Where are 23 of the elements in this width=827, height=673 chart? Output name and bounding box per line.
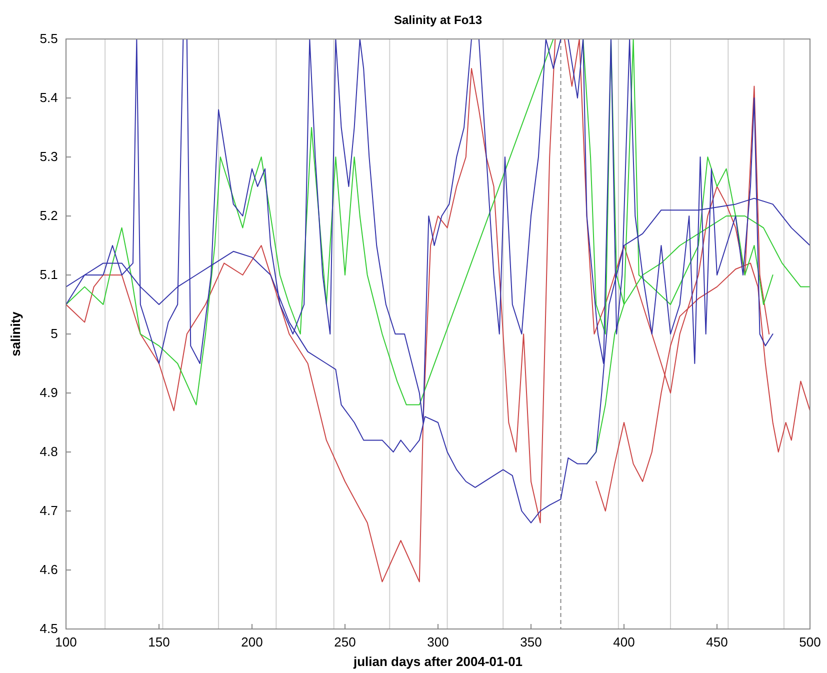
- x-tick-label: 250: [334, 634, 356, 650]
- x-tick-label: 350: [520, 634, 542, 650]
- x-axis-title: julian days after 2004-01-01: [352, 654, 523, 669]
- x-tick-label: 300: [427, 634, 449, 650]
- y-tick-label: 5.4: [40, 90, 58, 106]
- y-tick-label: 5.1: [40, 267, 58, 282]
- x-tick-label: 500: [799, 634, 821, 650]
- x-tick-label: 450: [706, 634, 728, 650]
- y-tick-label: 5.5: [40, 31, 58, 46]
- y-tick-label: 4.5: [40, 621, 58, 636]
- x-tick-label: 150: [148, 634, 170, 650]
- y-tick-label: 4.7: [40, 503, 58, 518]
- y-tick-label: 4.6: [40, 562, 58, 578]
- y-tick-label: 5.2: [40, 208, 58, 224]
- y-tick-label: 4.8: [40, 444, 58, 460]
- y-tick-label: 4.9: [40, 385, 58, 400]
- y-axis-title: salinity: [8, 310, 23, 356]
- x-tick-label: 100: [55, 634, 77, 650]
- x-tick-label: 400: [613, 634, 635, 650]
- x-tick-label: 200: [241, 634, 263, 650]
- y-tick-label: 5: [50, 326, 58, 342]
- y-tick-label: 5.3: [40, 149, 58, 164]
- chart-title: Salinity at Fo13: [394, 13, 482, 27]
